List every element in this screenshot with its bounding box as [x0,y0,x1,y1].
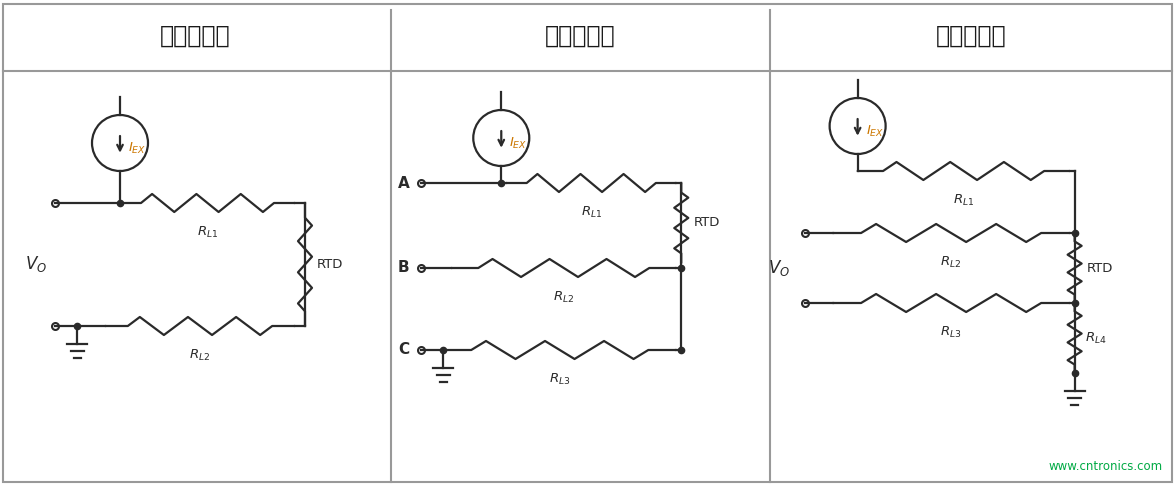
Text: RTD: RTD [693,217,719,229]
Text: $R_{L2}$: $R_{L2}$ [940,255,962,270]
Text: RTD: RTD [317,258,343,271]
Text: $V_O$: $V_O$ [25,255,47,274]
Text: 三线制接法: 三线制接法 [545,23,616,47]
Text: $V_O$: $V_O$ [767,258,790,278]
Text: $R_{L2}$: $R_{L2}$ [189,348,210,363]
Text: $R_{L4}$: $R_{L4}$ [1085,330,1107,346]
Text: $I_{EX}$: $I_{EX}$ [866,123,884,139]
Text: RTD: RTD [1087,262,1113,274]
Text: $R_{L1}$: $R_{L1}$ [953,193,974,208]
Text: B: B [397,261,409,276]
Text: $R_{L2}$: $R_{L2}$ [553,290,575,305]
Text: C: C [398,343,409,358]
Text: $R_{L3}$: $R_{L3}$ [940,325,962,340]
Text: $R_{L3}$: $R_{L3}$ [549,372,571,387]
Text: 四线制接法: 四线制接法 [935,23,1006,47]
Text: $I_{EX}$: $I_{EX}$ [128,141,146,156]
Text: $R_{L1}$: $R_{L1}$ [580,205,602,220]
Text: A: A [397,176,409,190]
Text: 两线制接法: 两线制接法 [160,23,231,47]
Text: $I_{EX}$: $I_{EX}$ [509,136,528,151]
Text: www.cntronics.com: www.cntronics.com [1049,460,1163,473]
Text: $R_{L1}$: $R_{L1}$ [197,225,219,240]
